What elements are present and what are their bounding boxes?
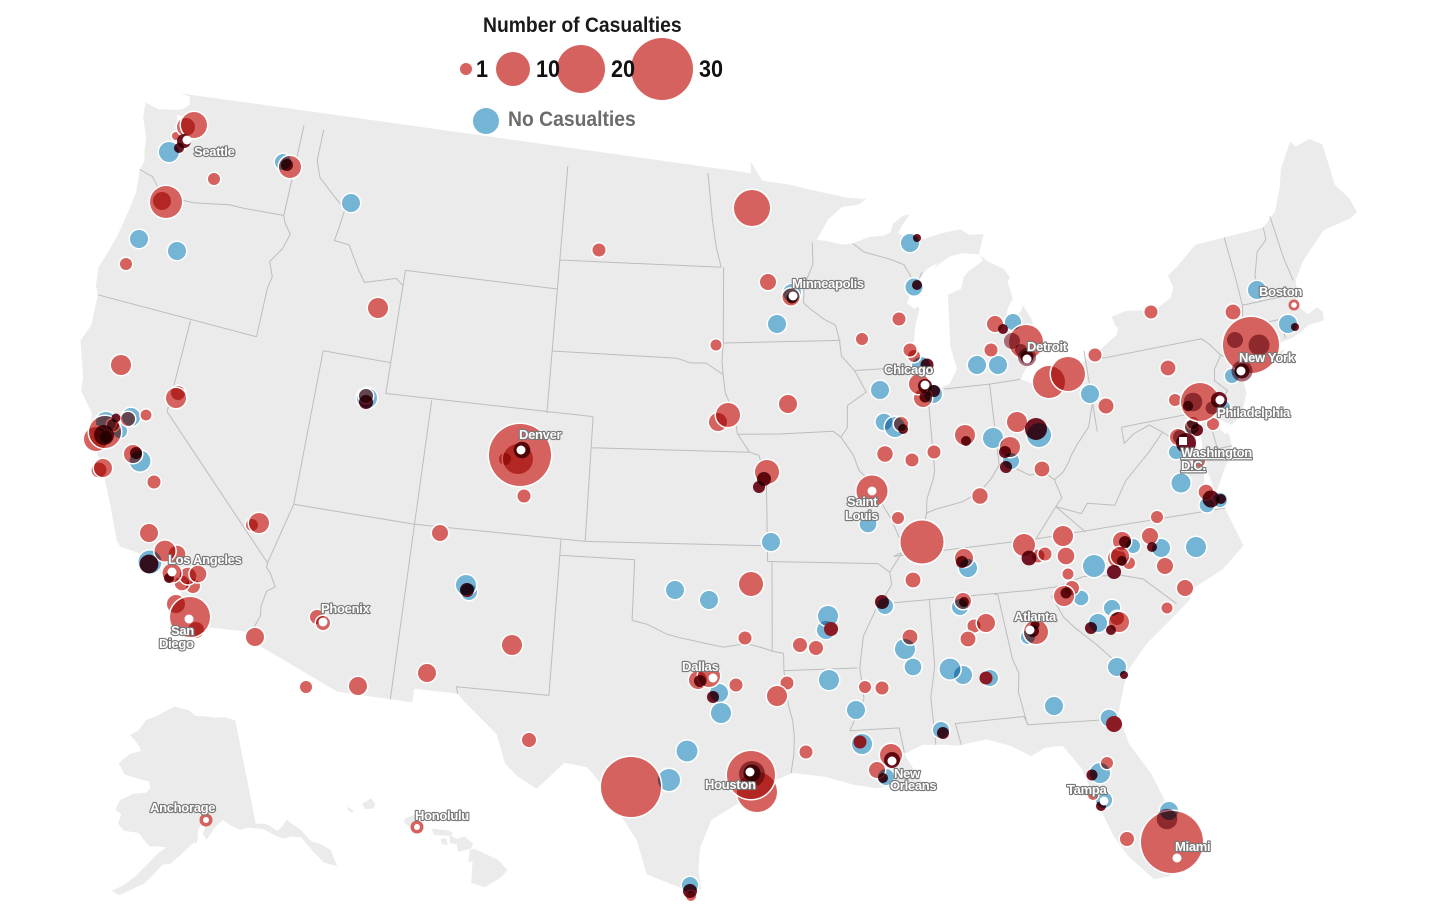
svg-text:New York: New York — [1239, 350, 1296, 365]
svg-text:Seattle: Seattle — [194, 144, 235, 159]
svg-text:Detroit: Detroit — [1027, 339, 1068, 354]
svg-text:Honolulu: Honolulu — [415, 808, 469, 823]
svg-text:Diego: Diego — [159, 636, 194, 651]
svg-text:Atlanta: Atlanta — [1014, 609, 1057, 624]
svg-text:Chicago: Chicago — [884, 362, 934, 377]
svg-text:Houston: Houston — [705, 777, 756, 792]
svg-text:Los Angeles: Los Angeles — [168, 552, 242, 567]
svg-text:Philadelphia: Philadelphia — [1217, 405, 1291, 420]
svg-text:Anchorage: Anchorage — [150, 800, 215, 815]
svg-text:Orleans: Orleans — [890, 778, 936, 793]
svg-text:Saint: Saint — [847, 494, 878, 509]
svg-text:Washington: Washington — [1181, 445, 1252, 460]
svg-text:San: San — [171, 623, 194, 638]
svg-text:Louis: Louis — [845, 508, 878, 523]
svg-text:Dallas: Dallas — [682, 659, 719, 674]
svg-text:Tampa: Tampa — [1067, 782, 1108, 797]
svg-text:D.C.: D.C. — [1181, 458, 1206, 473]
svg-text:New: New — [894, 766, 921, 781]
svg-text:Denver: Denver — [519, 427, 562, 442]
svg-text:Miami: Miami — [1175, 839, 1210, 854]
svg-text:Phoenix: Phoenix — [321, 601, 371, 616]
svg-text:Minneapolis: Minneapolis — [792, 276, 864, 291]
svg-text:Boston: Boston — [1259, 284, 1302, 299]
